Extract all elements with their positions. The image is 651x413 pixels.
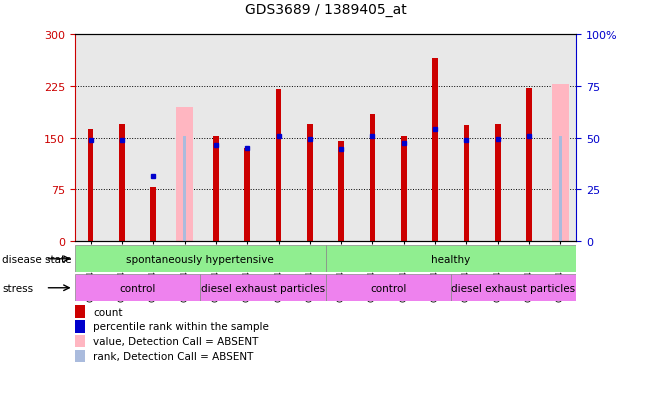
Bar	[450, 275, 576, 301]
Bar	[370, 114, 376, 242]
Bar	[88, 130, 93, 242]
Text: disease state: disease state	[2, 254, 72, 264]
Bar	[326, 275, 450, 301]
Text: spontaneously hypertensive: spontaneously hypertensive	[126, 254, 274, 264]
Bar	[526, 89, 532, 242]
Text: value, Detection Call = ABSENT: value, Detection Call = ABSENT	[93, 336, 258, 347]
Bar	[464, 126, 469, 242]
Text: count: count	[93, 307, 122, 317]
Bar	[339, 142, 344, 242]
Text: GDS3689 / 1389405_at: GDS3689 / 1389405_at	[245, 2, 406, 17]
Bar	[244, 149, 250, 242]
Bar	[275, 90, 281, 242]
Text: control: control	[119, 283, 156, 293]
Bar	[201, 275, 326, 301]
Bar	[75, 275, 201, 301]
Bar	[401, 136, 407, 242]
Bar	[176, 107, 193, 242]
Bar	[307, 125, 312, 242]
Text: rank, Detection Call = ABSENT: rank, Detection Call = ABSENT	[93, 351, 253, 361]
Text: diesel exhaust particles: diesel exhaust particles	[201, 283, 325, 293]
Text: diesel exhaust particles: diesel exhaust particles	[451, 283, 575, 293]
Bar	[183, 137, 186, 242]
Bar	[119, 125, 125, 242]
Text: control: control	[370, 283, 406, 293]
Text: stress: stress	[2, 283, 33, 293]
Bar	[552, 85, 569, 242]
Text: percentile rank within the sample: percentile rank within the sample	[93, 322, 269, 332]
Bar	[432, 59, 438, 242]
Bar	[213, 136, 219, 242]
Text: healthy: healthy	[431, 254, 471, 264]
Bar	[326, 246, 576, 273]
Bar	[495, 125, 501, 242]
Bar	[75, 246, 326, 273]
Bar	[559, 137, 562, 242]
Bar	[150, 188, 156, 242]
